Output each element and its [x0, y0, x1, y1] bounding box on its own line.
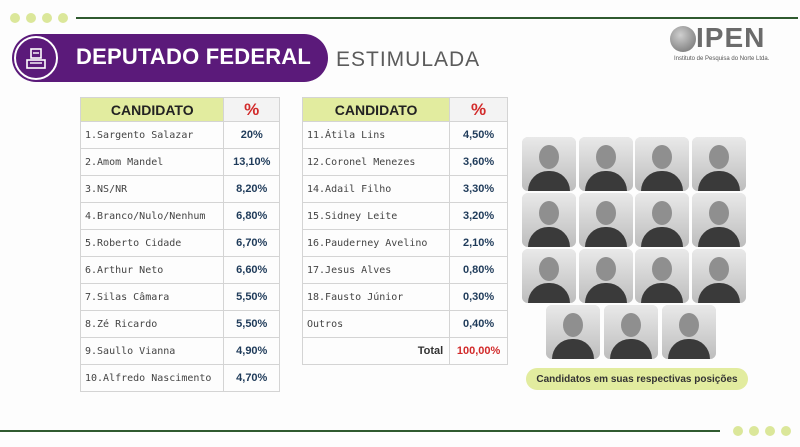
candidate-percent: 3,20% [449, 202, 508, 230]
candidate-name: 2.Amom Mandel [79, 148, 225, 176]
candidate-name: 11.Átila Lins [301, 121, 451, 149]
table-row: Outros 0,40% [301, 310, 508, 338]
title-banner [12, 34, 328, 82]
table-row: 18.Fausto Júnior 0,30% [301, 283, 508, 311]
candidate-name: 15.Sidney Leite [301, 202, 451, 230]
ipen-logo: IPEN Instituto de Pesquisa do Norte Ltda… [670, 22, 780, 64]
candidate-name: 4.Branco/Nulo/Nenhum [79, 202, 225, 230]
candidate-photo [635, 137, 689, 191]
candidate-name: 12.Coronel Menezes [301, 148, 451, 176]
candidate-photo [546, 305, 600, 359]
total-label: Total [301, 337, 451, 365]
table-row: 4.Branco/Nulo/Nenhum 6,80% [79, 202, 280, 230]
candidate-photo [662, 305, 716, 359]
candidate-percent: 5,50% [223, 310, 280, 338]
page-subtitle: ESTIMULADA [336, 48, 481, 71]
candidate-percent: 4,70% [223, 364, 280, 392]
candidate-percent: 4,90% [223, 337, 280, 365]
candidate-percent: 3,30% [449, 175, 508, 203]
table-row: 1.Sargento Salazar 20% [79, 121, 280, 149]
total-row: Total 100,00% [301, 337, 508, 365]
decorative-dots-top [10, 13, 68, 23]
candidate-percent: 0,40% [449, 310, 508, 338]
logo-name: IPEN [696, 22, 766, 53]
column-header-candidate: CANDIDATO [301, 97, 451, 122]
candidate-photo [522, 137, 576, 191]
column-header-percent: % [223, 97, 280, 122]
candidate-percent: 2,10% [449, 229, 508, 257]
table-row: 5.Roberto Cidade 6,70% [79, 229, 280, 257]
table-row: 14.Adail Filho 3,30% [301, 175, 508, 203]
divider-top [76, 17, 798, 19]
photos-caption: Candidatos em suas respectivas posições [526, 368, 748, 390]
page-title: DEPUTADO FEDERAL [76, 44, 312, 69]
table-row: 8.Zé Ricardo 5,50% [79, 310, 280, 338]
candidate-percent: 6,60% [223, 256, 280, 284]
table-row: 9.Saullo Vianna 4,90% [79, 337, 280, 365]
candidate-percent: 0,30% [449, 283, 508, 311]
candidate-percent: 5,50% [223, 283, 280, 311]
candidate-photo [522, 249, 576, 303]
globe-icon [670, 26, 696, 52]
candidate-percent: 3,60% [449, 148, 508, 176]
candidate-name: 16.Pauderney Avelino [301, 229, 451, 257]
candidate-name: 5.Roberto Cidade [79, 229, 225, 257]
candidate-photo [692, 193, 746, 247]
candidate-name: 3.NS/NR [79, 175, 225, 203]
candidate-photo [522, 193, 576, 247]
candidate-percent: 4,50% [449, 121, 508, 149]
candidate-photo [692, 249, 746, 303]
candidate-name: 6.Arthur Neto [79, 256, 225, 284]
candidate-percent: 0,80% [449, 256, 508, 284]
column-header-candidate: CANDIDATO [79, 97, 225, 122]
table-row: 3.NS/NR 8,20% [79, 175, 280, 203]
candidate-name: Outros [301, 310, 451, 338]
table-row: 2.Amom Mandel 13,10% [79, 148, 280, 176]
candidate-percent: 6,70% [223, 229, 280, 257]
table-row: 16.Pauderney Avelino 2,10% [301, 229, 508, 257]
logo-tagline: Instituto de Pesquisa do Norte Ltda. [674, 56, 770, 62]
results-table-right: CANDIDATO % 11.Átila Lins 4,50% 12.Corone… [301, 97, 508, 365]
column-header-percent: % [449, 97, 508, 122]
candidate-percent: 8,20% [223, 175, 280, 203]
table-row: 10.Alfredo Nascimento 4,70% [79, 364, 280, 392]
table-row: 17.Jesus Alves 0,80% [301, 256, 508, 284]
candidate-percent: 13,10% [223, 148, 280, 176]
decorative-dots-bottom [733, 426, 791, 436]
candidate-name: 1.Sargento Salazar [79, 121, 225, 149]
results-table-left: CANDIDATO % 1.Sargento Salazar 20% 2.Amom… [79, 97, 280, 392]
total-value: 100,00% [449, 337, 508, 365]
table-row: 6.Arthur Neto 6,60% [79, 256, 280, 284]
candidate-percent: 6,80% [223, 202, 280, 230]
candidate-name: 8.Zé Ricardo [79, 310, 225, 338]
candidate-photo [579, 249, 633, 303]
candidate-photo [579, 193, 633, 247]
ballot-box-icon [14, 36, 58, 80]
candidate-photo [692, 137, 746, 191]
divider-bottom [0, 430, 720, 432]
candidate-photo [579, 137, 633, 191]
table-row: 15.Sidney Leite 3,20% [301, 202, 508, 230]
candidate-percent: 20% [223, 121, 280, 149]
candidate-name: 10.Alfredo Nascimento [79, 364, 225, 392]
table-row: 7.Silas Câmara 5,50% [79, 283, 280, 311]
candidate-name: 7.Silas Câmara [79, 283, 225, 311]
candidate-name: 18.Fausto Júnior [301, 283, 451, 311]
table-row: 11.Átila Lins 4,50% [301, 121, 508, 149]
candidate-name: 17.Jesus Alves [301, 256, 451, 284]
candidate-photo [635, 249, 689, 303]
candidate-photo [635, 193, 689, 247]
candidate-name: 14.Adail Filho [301, 175, 451, 203]
candidate-photo [604, 305, 658, 359]
candidate-name: 9.Saullo Vianna [79, 337, 225, 365]
table-row: 12.Coronel Menezes 3,60% [301, 148, 508, 176]
